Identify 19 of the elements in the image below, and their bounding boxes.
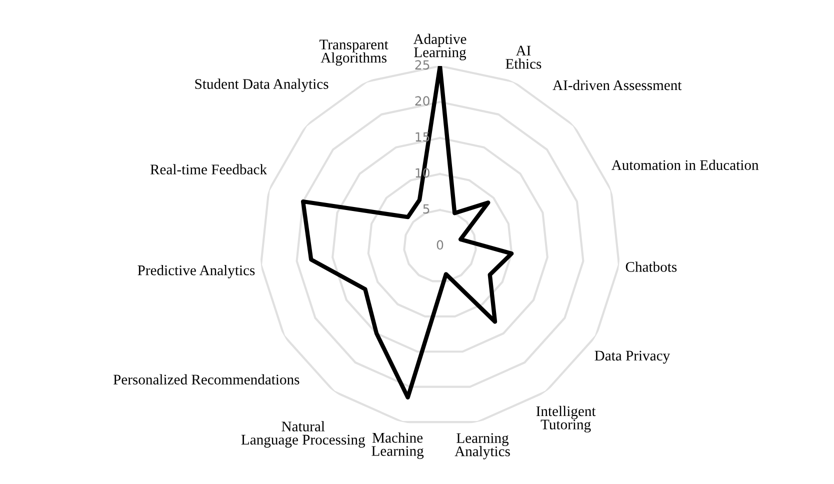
spoke-label: Transparent Algorithms xyxy=(320,40,388,66)
spoke-label: AI Ethics xyxy=(506,46,542,69)
spoke-label: AI-driven Assessment xyxy=(552,80,682,90)
spoke-label: Student Data Analytics xyxy=(195,78,328,92)
spoke-label: Predictive Analytics xyxy=(138,264,255,278)
spoke-label: Automation in Education xyxy=(611,160,759,170)
spoke-label: Learning Analytics xyxy=(454,433,510,460)
spoke-label: Real-time Feedback xyxy=(150,164,268,174)
y-tick-label: 25 xyxy=(415,60,430,70)
spoke-label: Data Privacy xyxy=(594,350,670,364)
y-tick-label: 20 xyxy=(415,96,430,106)
spoke-label: Personalized Recommendations xyxy=(113,374,300,385)
spoke-label: Adaptive Learning xyxy=(413,34,466,60)
spoke-label: Natural Language Processing xyxy=(241,421,366,448)
spoke-label: Machine Learning xyxy=(372,432,424,459)
y-tick-label: 0 xyxy=(436,240,444,250)
spoke-label: Intelligent Tutoring xyxy=(536,406,596,432)
spoke-label: Chatbots xyxy=(626,262,677,272)
y-tick-label: 5 xyxy=(423,204,430,214)
